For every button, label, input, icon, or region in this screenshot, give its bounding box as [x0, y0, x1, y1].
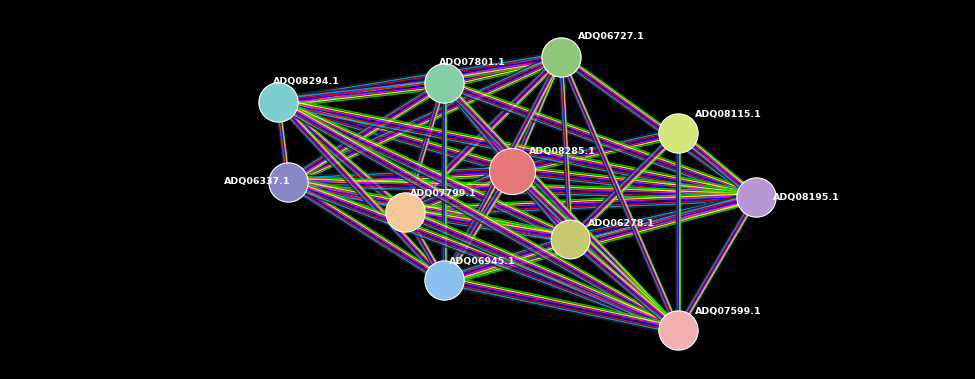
Point — [397, 209, 412, 215]
Text: ADQ08285.1: ADQ08285.1 — [529, 147, 597, 156]
Point — [270, 99, 286, 105]
Point — [504, 168, 520, 174]
Point — [748, 194, 763, 200]
Point — [436, 277, 451, 283]
Point — [670, 130, 685, 136]
Point — [280, 179, 295, 185]
Point — [553, 54, 568, 60]
Text: ADQ06727.1: ADQ06727.1 — [578, 31, 644, 41]
Text: ADQ08195.1: ADQ08195.1 — [773, 193, 839, 202]
Text: ADQ07599.1: ADQ07599.1 — [695, 307, 761, 316]
Text: ADQ08115.1: ADQ08115.1 — [695, 110, 761, 119]
Point — [670, 327, 685, 333]
Point — [563, 236, 578, 242]
Text: ADQ06337.1: ADQ06337.1 — [224, 177, 291, 186]
Text: ADQ07801.1: ADQ07801.1 — [439, 58, 505, 67]
Text: ADQ08294.1: ADQ08294.1 — [273, 77, 340, 86]
Point — [436, 80, 451, 86]
Text: ADQ07799.1: ADQ07799.1 — [410, 189, 476, 198]
Text: ADQ06945.1: ADQ06945.1 — [448, 257, 515, 266]
Text: ADQ06278.1: ADQ06278.1 — [588, 219, 655, 228]
